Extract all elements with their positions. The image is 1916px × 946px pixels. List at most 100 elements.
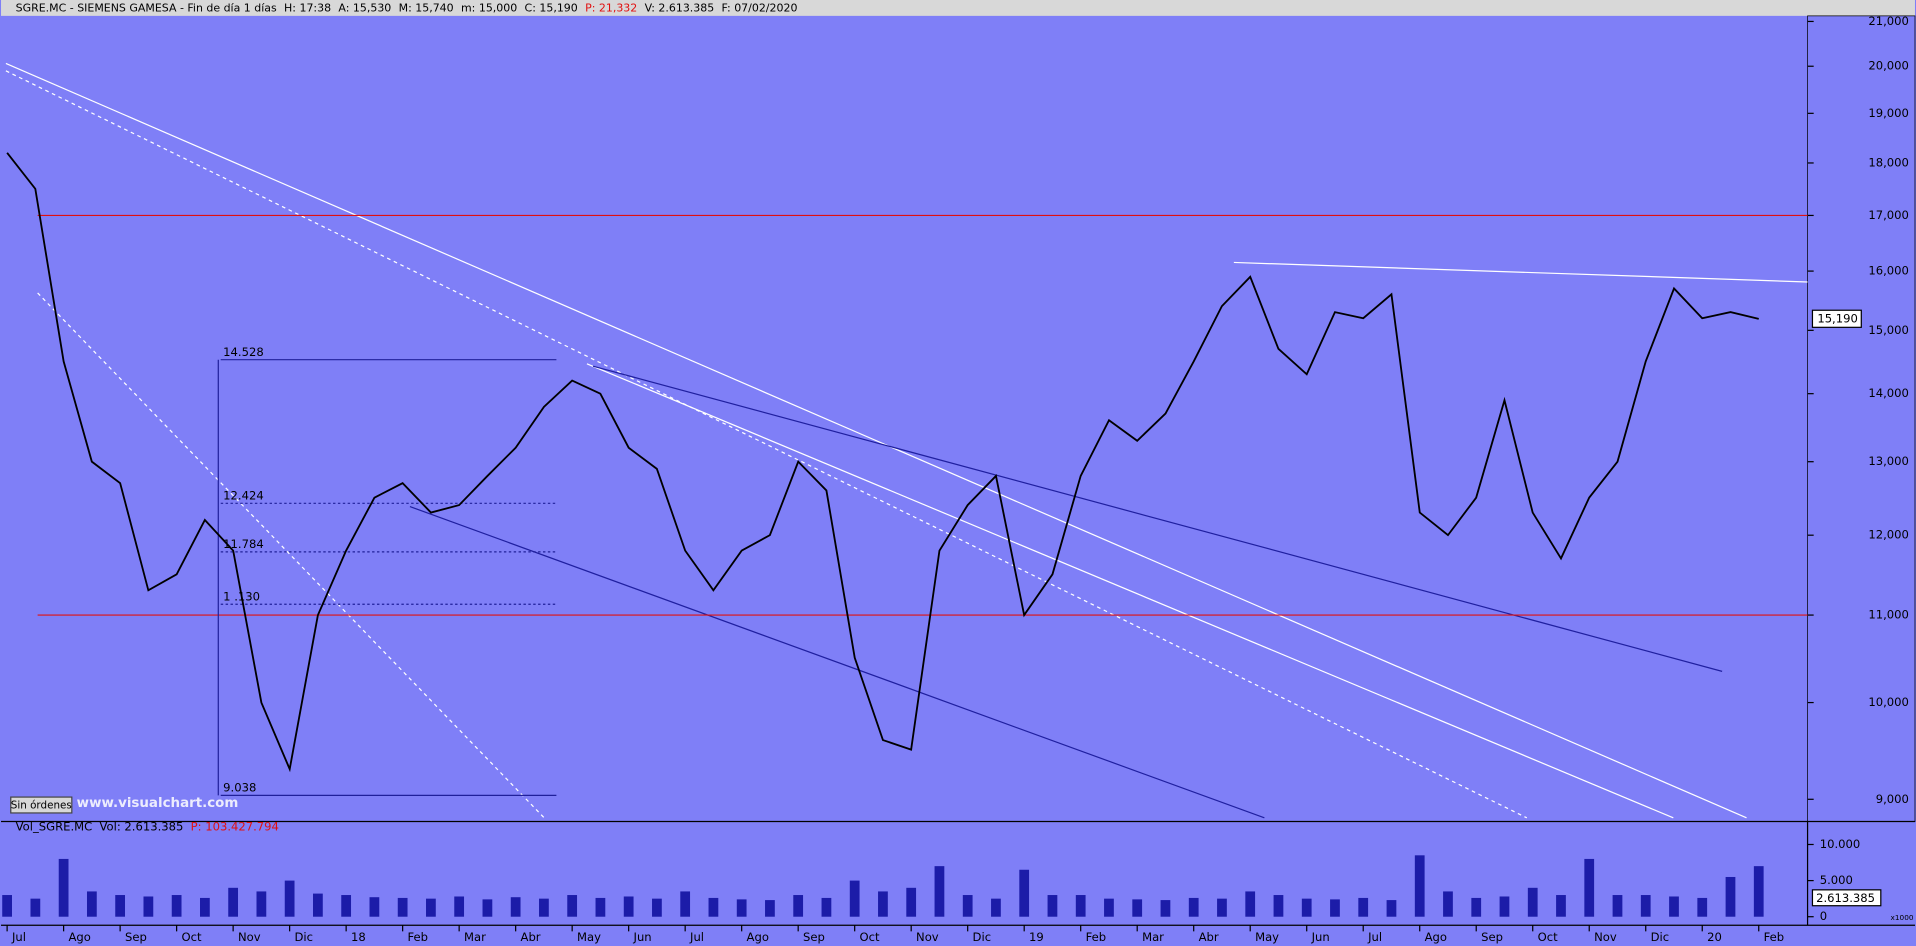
volume-bar — [595, 897, 606, 917]
volume-bar — [1612, 895, 1623, 917]
x-tick-label: Sep — [803, 930, 825, 944]
volume-tag-box — [1811, 889, 1882, 907]
y-tick-label: 15,000 — [1868, 323, 1909, 337]
volume-bar — [341, 895, 352, 917]
x-tick-label: Dic — [973, 930, 992, 944]
header: SGRE.MC - SIEMENS GAMESA - Fin de día 1 … — [16, 2, 798, 15]
header-field: m: 15,000 — [461, 2, 517, 15]
volume-bar — [991, 898, 1001, 917]
header-field: H: 17:38 — [284, 2, 331, 15]
x-tick-label: Oct — [1538, 930, 1558, 944]
y-tick-label: 10,000 — [1868, 695, 1909, 709]
y-tick-label: 13,000 — [1868, 454, 1909, 468]
volume-bar — [369, 897, 380, 917]
price-axis — [1807, 15, 1916, 822]
volume-bar — [397, 897, 408, 917]
x-tick-label: 19 — [1029, 930, 1044, 944]
x-tick-label: Sep — [1481, 930, 1503, 944]
x-tick-label: Jun — [633, 930, 652, 944]
trend-line — [1233, 261, 1808, 283]
x-tick-label: Dic — [295, 930, 314, 944]
price-line — [6, 152, 1759, 773]
volume-bar — [680, 891, 691, 917]
y-tick-label: 19,000 — [1868, 106, 1909, 120]
volume-bar — [1330, 899, 1340, 917]
volume-bar — [199, 897, 210, 917]
volume-bar — [1669, 896, 1679, 917]
volume-bar — [539, 898, 549, 917]
x-tick-label: May — [577, 930, 601, 944]
volume-bar — [426, 898, 436, 917]
volume-bar — [1386, 900, 1397, 917]
x-tick-label: Oct — [182, 930, 202, 944]
volume-bar — [793, 895, 804, 917]
volume-bar — [878, 891, 888, 917]
volume-bar — [510, 897, 521, 917]
y-tick-label: 11,000 — [1868, 608, 1909, 622]
price-tag-box — [1811, 309, 1862, 328]
volume-unit: x1000 — [1891, 913, 1914, 922]
y-tick-label: 10.000 — [1820, 837, 1861, 851]
button-label[interactable]: Sin órdenes — [11, 800, 72, 812]
watermark: www.visualchart.com — [77, 796, 239, 811]
header-field: F: 07/02/2020 — [722, 2, 798, 15]
volume-bar — [2, 895, 13, 917]
x-tick-label: Ago — [747, 930, 769, 944]
y-tick-label: 0 — [1820, 909, 1827, 923]
volume-bar — [1188, 897, 1199, 917]
volume-bar — [1019, 869, 1030, 917]
volume-bar — [284, 880, 295, 917]
button[interactable] — [10, 796, 73, 814]
volume-bar — [765, 900, 775, 917]
x-tick-label: Ago — [69, 930, 91, 944]
volume-bar — [1047, 895, 1058, 917]
x-tick-label: Abr — [521, 930, 541, 944]
y-tick-label: 14,000 — [1868, 386, 1909, 400]
header-field: M: 15,740 — [399, 2, 454, 15]
volume-bar — [1075, 895, 1086, 917]
y-tick-label: 9,000 — [1876, 792, 1909, 806]
volume-bar — [228, 887, 239, 917]
volume-bar — [1443, 891, 1453, 917]
x-tick-label: Oct — [860, 930, 880, 944]
y-tick-label: 17,000 — [1868, 208, 1909, 222]
channel-line — [592, 365, 1723, 672]
y-tick-label: 20,000 — [1868, 59, 1909, 73]
header-field: A: 15,530 — [338, 2, 391, 15]
volume-bar — [1160, 900, 1171, 917]
x-tick-label: Jun — [1311, 930, 1330, 944]
volume-header: Vol_SGRE.MC Vol: 2.613.385 P: 103.427.794 — [16, 819, 279, 833]
volume-bar — [1584, 858, 1595, 917]
x-tick-label: Ago — [1425, 930, 1447, 944]
volume-bar — [1273, 895, 1284, 917]
x-tick-label: Mar — [1142, 930, 1164, 944]
header-bar — [1, 0, 1915, 16]
annotation-label: 12.424 — [223, 488, 264, 502]
volume-bar — [1499, 896, 1510, 917]
annotation-label: 9.038 — [223, 781, 256, 795]
volume-bar — [143, 896, 154, 917]
x-tick-label: Dic — [1651, 930, 1669, 944]
volume-bar — [1725, 876, 1736, 917]
volume-bar — [454, 896, 465, 917]
volume-bar — [623, 896, 634, 917]
y-tick-label: 21,000 — [1868, 14, 1909, 28]
volume-bar — [567, 895, 578, 917]
volume-bar — [86, 891, 97, 917]
volume-bar — [58, 858, 69, 917]
x-tick-label: Abr — [1199, 930, 1219, 944]
volume-bar — [256, 891, 267, 917]
volume-bar — [849, 880, 860, 917]
header-text: SGRE.MC - SIEMENS GAMESA - Fin de día 1 … — [16, 2, 798, 15]
x-tick-label: Feb — [1086, 930, 1106, 944]
volume-bar — [30, 898, 41, 917]
volume-bar — [1753, 866, 1764, 917]
x-tick-label: 20 — [1707, 930, 1722, 944]
volume-bar — [1104, 898, 1114, 917]
header-field: V: 2.613.385 — [645, 2, 715, 15]
x-tick-label: Feb — [408, 930, 429, 944]
header-alert: P: 21,332 — [585, 2, 637, 15]
annotation-label: 11.784 — [223, 537, 264, 551]
